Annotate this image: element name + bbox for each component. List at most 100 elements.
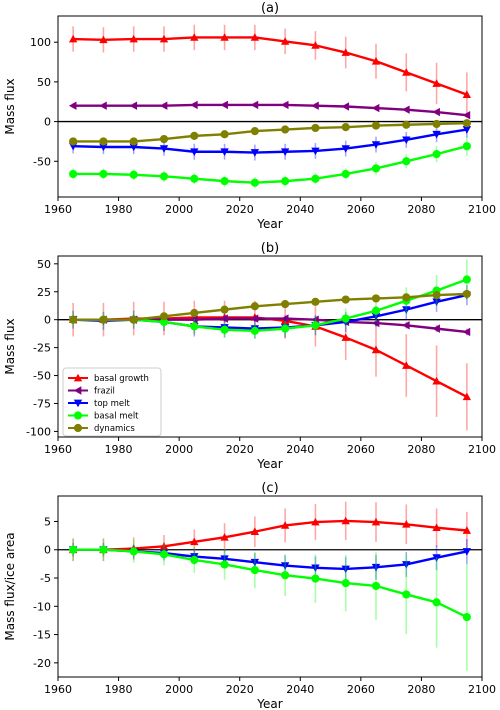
data-point xyxy=(250,565,259,575)
data-point xyxy=(68,101,77,110)
data-point xyxy=(311,574,320,583)
data-point xyxy=(371,581,381,591)
series-line xyxy=(73,292,467,321)
x-axis-label: Year xyxy=(256,697,282,710)
data-point xyxy=(371,141,381,149)
data-point xyxy=(220,33,229,41)
chart-title: (a) xyxy=(261,1,279,16)
chart-panel-3: (c) 1960 1980 2000 2020 2040 2060 2080 2100 -20 -1… xyxy=(3,481,496,710)
data-point xyxy=(462,111,471,120)
legend-marker xyxy=(73,411,83,420)
y-tick-label: 50 xyxy=(37,258,51,271)
data-point xyxy=(462,90,472,98)
data-point xyxy=(371,318,380,328)
data-point xyxy=(250,558,260,567)
data-point xyxy=(280,521,290,529)
data-point xyxy=(129,143,138,152)
x-tick-label: 1980 xyxy=(105,683,133,696)
x-tick-label: 1960 xyxy=(44,443,72,456)
data-point xyxy=(341,333,350,341)
data-point xyxy=(402,306,411,314)
series-top-melt xyxy=(68,538,472,581)
data-point xyxy=(250,33,260,41)
data-point xyxy=(250,314,259,323)
data-point xyxy=(69,545,78,554)
data-point xyxy=(371,103,380,113)
data-point xyxy=(280,100,289,110)
data-point xyxy=(250,178,259,187)
y-tick-label: 0 xyxy=(44,314,51,327)
legend-label: frazil xyxy=(94,387,115,397)
data-point xyxy=(280,148,290,156)
y-tick-label: -10 xyxy=(33,600,51,613)
data-point xyxy=(311,564,320,573)
data-point xyxy=(402,136,411,145)
data-point xyxy=(402,293,411,302)
series-basal-melt xyxy=(69,538,471,671)
y-tick-label: 5 xyxy=(44,515,51,528)
x-tick-label: 1960 xyxy=(44,203,72,216)
series-basal-growth xyxy=(68,24,472,117)
y-tick-label: 0 xyxy=(44,544,51,557)
data-point xyxy=(99,137,108,146)
data-point xyxy=(280,314,289,323)
data-point xyxy=(462,119,471,128)
x-tick-label: 2020 xyxy=(226,443,254,456)
data-point xyxy=(159,145,169,153)
data-point xyxy=(281,571,290,580)
data-point xyxy=(432,598,441,607)
data-point xyxy=(190,322,199,331)
y-axis-label: Mass flux xyxy=(3,318,17,374)
data-point xyxy=(462,142,471,151)
legend-marker xyxy=(73,386,82,395)
data-point xyxy=(341,295,350,304)
legend: basal growth frazil top melt basal melt dyna… xyxy=(62,367,162,437)
x-tick-label: 2100 xyxy=(468,203,496,216)
y-tick-label: -5 xyxy=(40,572,51,585)
data-point xyxy=(432,523,441,532)
data-point xyxy=(129,34,138,43)
chart-title: (c) xyxy=(261,481,278,496)
x-tick-label: 2040 xyxy=(286,683,314,696)
data-point xyxy=(190,33,199,41)
data-point xyxy=(341,314,350,323)
x-tick-label: 2060 xyxy=(347,683,375,696)
y-tick-label: -25 xyxy=(33,342,51,355)
data-point xyxy=(129,137,138,146)
data-point xyxy=(371,517,381,526)
data-point xyxy=(250,100,259,110)
x-tick-label: 2000 xyxy=(165,443,193,456)
data-point xyxy=(402,120,411,129)
data-point xyxy=(402,105,410,114)
data-point xyxy=(402,520,411,528)
x-tick-label: 2080 xyxy=(407,203,435,216)
series-line xyxy=(73,519,467,551)
data-point xyxy=(129,101,138,110)
legend-marker xyxy=(73,399,83,408)
legend-label: dynamics xyxy=(94,424,135,434)
data-point xyxy=(220,100,228,110)
data-point xyxy=(220,560,229,569)
x-tick-label: 1960 xyxy=(44,683,72,696)
data-point xyxy=(220,533,229,541)
legend-box xyxy=(62,367,162,437)
data-point xyxy=(220,325,229,334)
data-point xyxy=(220,305,229,314)
data-point xyxy=(99,169,108,179)
legend-marker xyxy=(73,423,83,433)
data-point xyxy=(371,294,381,303)
series-line xyxy=(73,121,467,143)
data-point xyxy=(159,550,169,559)
series-line xyxy=(73,145,468,184)
data-point xyxy=(341,169,350,179)
legend-label: basal growth xyxy=(94,374,149,384)
y-tick-label: 50 xyxy=(37,76,51,89)
data-point xyxy=(159,34,169,43)
data-point xyxy=(402,321,410,330)
data-point xyxy=(432,324,440,333)
data-point xyxy=(159,101,168,110)
series-line xyxy=(73,128,468,154)
data-point xyxy=(250,326,259,335)
series-basal-melt xyxy=(69,136,471,189)
data-point xyxy=(432,130,441,139)
